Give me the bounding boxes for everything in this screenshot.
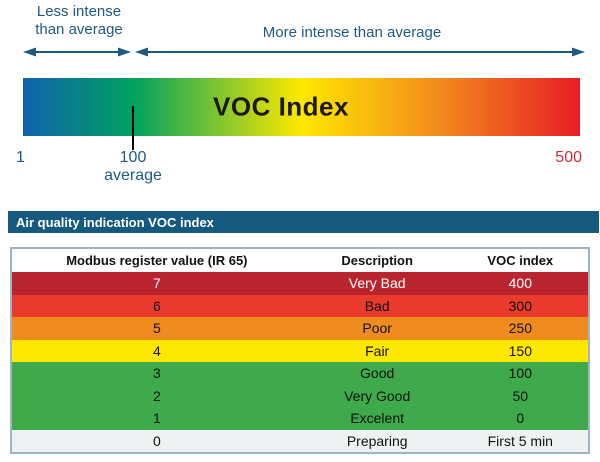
table-row: 7 Very Bad 400 — [12, 272, 588, 295]
cell-voc: 400 — [508, 275, 532, 292]
header-register: Modbus register value (IR 65) — [66, 253, 248, 268]
header-voc-index: VOC index — [487, 253, 554, 268]
cell-description: Very Bad — [348, 275, 406, 292]
cell-description: Very Good — [344, 387, 411, 404]
cell-register: 5 — [152, 320, 161, 337]
scale-average-caption: average — [104, 167, 162, 184]
table-row: 4 Fair 150 — [12, 339, 588, 362]
more-intense-label: More intense than average — [262, 24, 442, 41]
voc-gradient-bar: VOC Index — [23, 78, 580, 136]
cell-voc: First 5 min — [487, 432, 553, 449]
cell-register: 3 — [152, 365, 161, 382]
average-tick-line — [132, 106, 134, 150]
cell-description: Preparing — [346, 432, 408, 449]
cell-register: 1 — [152, 410, 161, 427]
table-row: 1 Excelent 0 — [12, 407, 588, 430]
table-header-row: Modbus register value (IR 65) Descriptio… — [12, 249, 588, 272]
cell-voc: 100 — [508, 365, 532, 382]
table-title-bar: Air quality indication VOC index — [8, 211, 599, 233]
scale-max-label: 500 — [555, 149, 582, 166]
voc-index-table: Modbus register value (IR 65) Descriptio… — [10, 247, 590, 454]
more-range-arrow-icon — [135, 47, 585, 57]
cell-description: Fair — [365, 342, 390, 359]
table-row: 5 Poor 250 — [12, 317, 588, 340]
table-row: 2 Very Good 50 — [12, 384, 588, 407]
header-description: Description — [341, 253, 413, 268]
cell-voc: 50 — [512, 387, 529, 404]
bar-title: VOC Index — [213, 91, 349, 122]
cell-register: 4 — [152, 342, 161, 359]
scale-min-label: 1 — [16, 149, 25, 166]
less-intense-label: Less intense than average — [35, 3, 123, 38]
scale-average-value: 100 — [119, 149, 147, 166]
less-range-arrow-icon — [23, 47, 131, 57]
cell-register: 7 — [152, 275, 161, 292]
cell-voc: 300 — [508, 297, 532, 314]
cell-description: Bad — [364, 297, 390, 314]
cell-description: Good — [360, 365, 395, 382]
table-row: 0 Preparing First 5 min — [12, 429, 588, 452]
table-row: 6 Bad 300 — [12, 294, 588, 317]
cell-register: 6 — [152, 297, 161, 314]
cell-register: 2 — [152, 387, 161, 404]
cell-register: 0 — [152, 432, 161, 449]
cell-voc: 150 — [508, 342, 532, 359]
cell-voc: 250 — [508, 320, 532, 337]
table-row: 3 Good 100 — [12, 362, 588, 385]
cell-voc: 0 — [516, 410, 525, 427]
cell-description: Poor — [362, 320, 392, 337]
cell-description: Excelent — [350, 410, 405, 427]
